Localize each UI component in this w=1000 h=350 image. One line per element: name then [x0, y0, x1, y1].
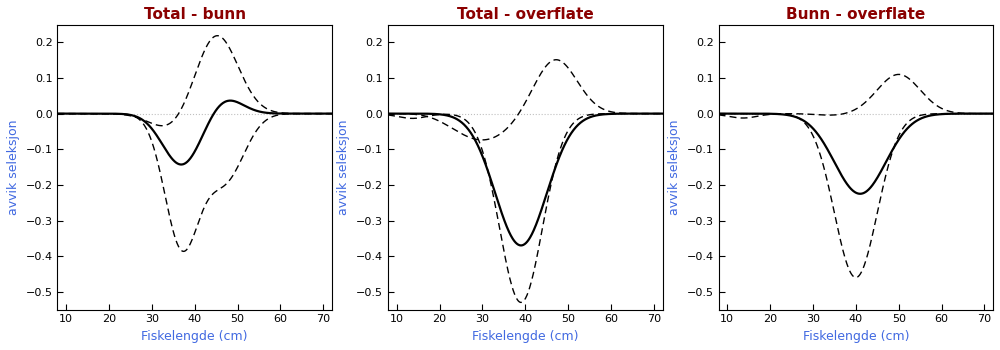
Title: Total - bunn: Total - bunn — [144, 7, 246, 22]
Y-axis label: avvik seleksjon: avvik seleksjon — [668, 119, 681, 215]
Y-axis label: avvik seleksjon: avvik seleksjon — [338, 119, 351, 215]
Y-axis label: avvik seleksjon: avvik seleksjon — [7, 119, 20, 215]
X-axis label: Fiskelengde (cm): Fiskelengde (cm) — [472, 330, 579, 343]
Title: Bunn - overflate: Bunn - overflate — [786, 7, 925, 22]
Title: Total - overflate: Total - overflate — [457, 7, 594, 22]
X-axis label: Fiskelengde (cm): Fiskelengde (cm) — [141, 330, 248, 343]
X-axis label: Fiskelengde (cm): Fiskelengde (cm) — [803, 330, 909, 343]
